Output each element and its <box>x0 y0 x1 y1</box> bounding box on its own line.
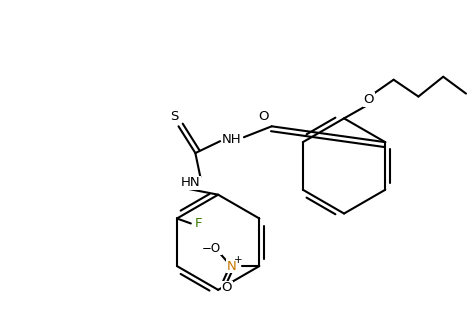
Text: −O: −O <box>202 242 221 255</box>
Text: O: O <box>364 93 374 106</box>
Text: O: O <box>221 282 232 294</box>
Text: HN: HN <box>181 176 200 189</box>
Text: F: F <box>195 217 202 230</box>
Text: +: + <box>234 255 243 265</box>
Text: O: O <box>259 110 269 123</box>
Text: N: N <box>227 260 236 273</box>
Text: NH: NH <box>222 133 242 146</box>
Text: S: S <box>170 110 179 123</box>
